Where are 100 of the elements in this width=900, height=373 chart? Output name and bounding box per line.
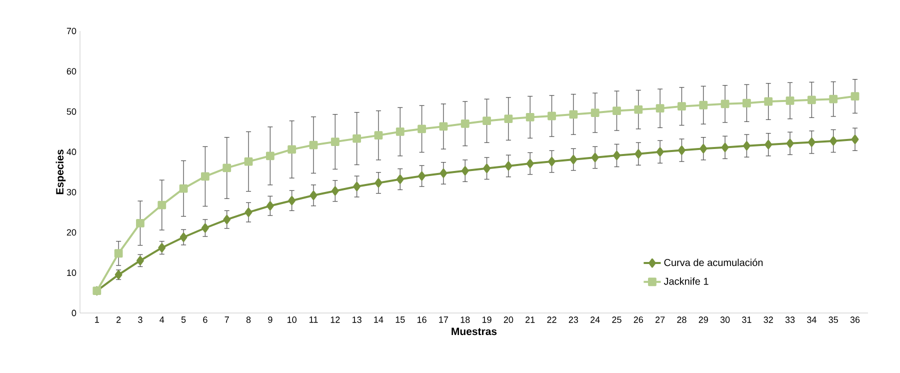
point bbox=[613, 150, 620, 160]
point bbox=[222, 164, 232, 172]
point bbox=[743, 141, 750, 150]
legend-label: Curva de acumulación bbox=[664, 258, 763, 266]
point bbox=[678, 146, 686, 155]
x-tick-label: 14 bbox=[374, 316, 384, 323]
point bbox=[483, 164, 490, 173]
x-tick-label: 15 bbox=[396, 316, 405, 323]
point bbox=[569, 110, 578, 119]
point bbox=[288, 145, 296, 154]
point bbox=[720, 100, 730, 108]
point bbox=[460, 119, 470, 128]
point bbox=[114, 249, 123, 258]
x-axis-title: Muestras bbox=[452, 328, 497, 336]
point bbox=[396, 174, 404, 184]
x-tick-label: 27 bbox=[656, 316, 665, 323]
point bbox=[440, 168, 448, 178]
point bbox=[548, 112, 556, 120]
point bbox=[374, 178, 382, 188]
point bbox=[136, 256, 144, 266]
point bbox=[504, 114, 513, 124]
x-tick-label: 33 bbox=[785, 316, 795, 323]
point bbox=[504, 161, 512, 171]
point bbox=[352, 134, 362, 143]
x-tick-label: 7 bbox=[224, 316, 229, 323]
x-tick-label: 10 bbox=[288, 316, 296, 323]
point bbox=[850, 92, 860, 100]
point bbox=[830, 136, 838, 146]
x-tick-label: 32 bbox=[764, 316, 773, 323]
y-tick-label: 50 bbox=[66, 108, 76, 115]
x-tick-label: 3 bbox=[138, 316, 142, 323]
y-tick-label: 70 bbox=[66, 28, 76, 34]
x-tick-label: 6 bbox=[203, 316, 208, 323]
point bbox=[526, 158, 534, 168]
y-tick-label: 0 bbox=[72, 310, 76, 316]
x-tick-label: 31 bbox=[742, 316, 752, 323]
x-tick-label: 4 bbox=[160, 316, 164, 323]
point bbox=[807, 96, 816, 104]
x-tick-label: 35 bbox=[828, 316, 838, 323]
point bbox=[786, 138, 794, 148]
point bbox=[309, 140, 318, 150]
point bbox=[851, 134, 859, 144]
point bbox=[244, 208, 252, 217]
x-tick-label: 21 bbox=[526, 316, 535, 323]
point bbox=[548, 156, 556, 166]
point bbox=[396, 128, 404, 136]
point bbox=[700, 144, 708, 154]
point bbox=[330, 138, 340, 146]
x-tick-label: 18 bbox=[460, 316, 470, 323]
point bbox=[418, 124, 426, 134]
x-tick-label: 1 bbox=[95, 316, 99, 323]
point bbox=[570, 154, 578, 164]
point bbox=[526, 113, 534, 122]
x-tick-label: 5 bbox=[181, 316, 186, 323]
x-tick-label: 24 bbox=[590, 316, 600, 323]
point bbox=[353, 182, 361, 192]
x-tick-label: 8 bbox=[246, 316, 251, 323]
point bbox=[461, 166, 469, 176]
x-tick-label: 22 bbox=[547, 316, 556, 323]
point bbox=[266, 152, 274, 160]
point bbox=[374, 131, 383, 140]
point bbox=[591, 152, 599, 162]
y-tick-label: 10 bbox=[67, 270, 76, 276]
x-tick-label: 16 bbox=[417, 316, 426, 323]
point bbox=[158, 200, 166, 210]
y-tick-label: 40 bbox=[66, 148, 76, 156]
point bbox=[699, 100, 708, 110]
y-tick-label: 20 bbox=[66, 229, 76, 236]
point bbox=[331, 186, 339, 196]
x-tick-label: 26 bbox=[634, 316, 644, 323]
x-tick-label: 30 bbox=[720, 316, 730, 323]
point bbox=[418, 171, 426, 181]
point bbox=[742, 98, 751, 108]
point bbox=[158, 243, 166, 252]
point bbox=[179, 184, 188, 193]
point bbox=[136, 218, 144, 228]
point bbox=[482, 116, 491, 126]
x-tick-label: 17 bbox=[439, 316, 448, 323]
point bbox=[223, 214, 231, 224]
x-tick-label: 28 bbox=[677, 316, 686, 323]
point bbox=[439, 122, 448, 131]
point bbox=[786, 96, 794, 105]
x-tick-label: 11 bbox=[310, 316, 318, 323]
x-tick-label: 13 bbox=[352, 316, 362, 323]
point bbox=[634, 105, 643, 114]
point bbox=[180, 232, 188, 242]
y-tick-label: 30 bbox=[66, 188, 76, 196]
point bbox=[201, 172, 210, 181]
point bbox=[721, 142, 729, 152]
point bbox=[678, 102, 686, 111]
point bbox=[634, 149, 642, 158]
x-tick-label: 12 bbox=[330, 316, 340, 323]
point bbox=[612, 106, 621, 115]
legend-label: Jacknife 1 bbox=[664, 277, 708, 285]
point bbox=[764, 140, 772, 150]
x-tick-label: 34 bbox=[807, 316, 816, 323]
point bbox=[829, 94, 838, 104]
y-axis-title: Especies bbox=[56, 150, 66, 194]
y-tick-label: 60 bbox=[66, 68, 76, 74]
x-tick-label: 2 bbox=[116, 316, 121, 323]
